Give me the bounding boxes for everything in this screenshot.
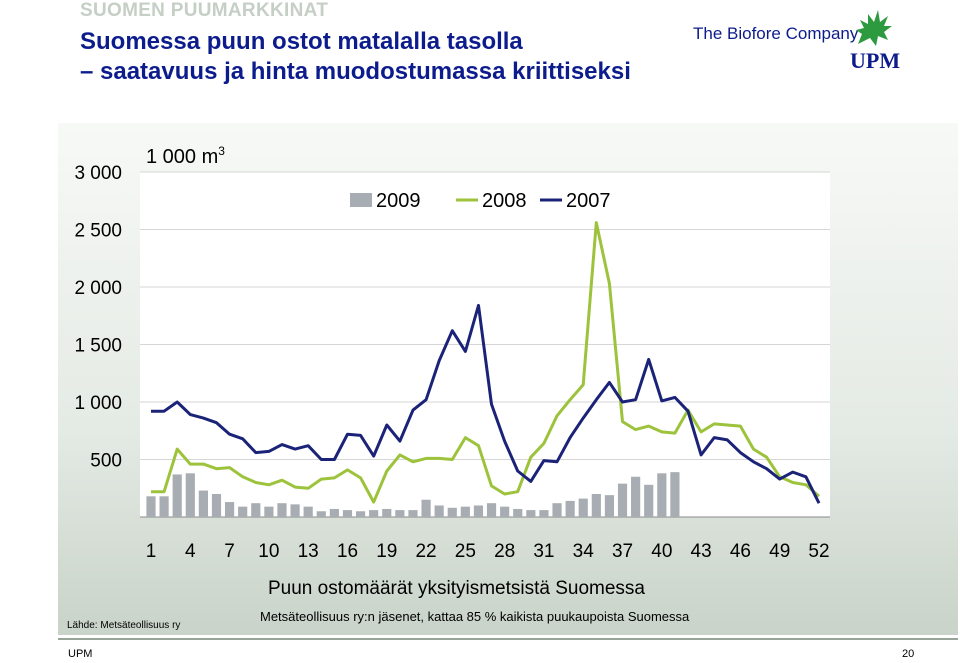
bar-2009 (251, 503, 261, 517)
bar-2009 (355, 511, 366, 517)
x-tick-label: 10 (258, 541, 279, 562)
chart-panel: 500 1 000 1 500 2 000 2 500 3 000 1 4 7 10 13 16 19… (58, 123, 958, 635)
bar-2009 (316, 511, 326, 517)
bar-2009 (408, 510, 418, 517)
bar-2009 (198, 490, 208, 517)
bar-2009 (421, 499, 431, 517)
bar-2009 (382, 508, 392, 517)
legend-label-2007: 2007 (566, 190, 611, 212)
legend-label-2008: 2008 (482, 190, 527, 212)
x-tick-label: 49 (769, 541, 790, 562)
bar-2009 (565, 500, 575, 517)
bar-2009 (644, 484, 654, 517)
legend-swatch-2009 (350, 193, 372, 207)
x-tick-label: 52 (808, 541, 829, 562)
x-tick-label: 40 (651, 541, 672, 562)
bar-2009 (264, 506, 274, 517)
bar-2009 (277, 503, 287, 517)
y-tick-label: 1 500 (74, 336, 122, 357)
brand-tagline: The Biofore Company (693, 24, 859, 43)
x-tick-label: 7 (224, 541, 235, 562)
page-number: 20 (902, 648, 915, 660)
legend-label-2009: 2009 (376, 190, 421, 212)
line-2008 (151, 221, 820, 504)
bar-2009 (500, 506, 510, 517)
bar-2009 (604, 495, 615, 517)
bar-2009 (303, 506, 313, 517)
bar-2009 (513, 508, 523, 517)
x-tick-label: 46 (730, 541, 751, 562)
bar-2009 (486, 503, 497, 517)
bar-2009 (434, 505, 444, 517)
bar-2009 (342, 510, 353, 517)
y-tick-label: 2 000 (74, 278, 122, 299)
header-kicker: SUOMEN PUUMARKKINAT (80, 0, 329, 21)
y-tick-label: 1 000 (74, 393, 122, 414)
bar-2009 (473, 505, 484, 517)
x-tick-label: 1 (146, 541, 157, 562)
bar-2009 (146, 496, 156, 517)
upm-wordmark: UPM (850, 48, 901, 73)
chart: 500 1 000 1 500 2 000 2 500 3 000 1 4 7 10 13 16 19… (74, 144, 830, 562)
bar-2009 (290, 504, 300, 517)
x-tick-label: 37 (612, 541, 633, 562)
bar-2009 (591, 494, 601, 517)
y-tick-label: 2 500 (74, 221, 122, 242)
bar-2009 (172, 474, 182, 517)
griffin-icon (856, 10, 892, 46)
x-tick-label: 43 (691, 541, 712, 562)
bar-2009 (447, 507, 457, 517)
x-tick-label: 16 (337, 541, 358, 562)
unit-label: 1 000 m3 (146, 144, 225, 168)
bar-2009 (631, 476, 641, 517)
x-tick-label: 31 (533, 541, 554, 562)
y-tick-label: 3 000 (74, 163, 122, 184)
y-tick-label: 500 (90, 451, 122, 472)
chart-subtitle: Metsäteollisuus ry:n jäsenet, kattaa 85 … (260, 609, 690, 624)
legend: 2009 2008 2007 (350, 190, 611, 212)
bar-2009 (617, 483, 628, 517)
bar-2009 (657, 473, 667, 517)
chart-title: Puun ostomäärät yksityismetsistä Suomess… (268, 578, 645, 599)
bar-2009 (395, 510, 405, 517)
x-tick-label: 13 (298, 541, 319, 562)
bar-2009 (211, 494, 222, 517)
source-note: Lähde: Metsäteollisuus ry (67, 620, 181, 631)
upm-logo (848, 4, 896, 55)
bar-2009 (159, 496, 169, 517)
page-subtitle: – saatavuus ja hinta muodostumassa kriit… (80, 58, 631, 85)
bar-2009 (369, 510, 379, 517)
page-title: Suomessa puun ostot matalalla tasolla (80, 28, 523, 55)
x-tick-label: 34 (573, 541, 595, 562)
bar-2009 (539, 510, 549, 517)
bar-2009 (185, 473, 195, 517)
footer-company: UPM (68, 648, 93, 660)
x-tick-label: 28 (494, 541, 515, 562)
x-tick-label: 19 (376, 541, 397, 562)
x-tick-label: 4 (185, 541, 196, 562)
line-2007 (151, 303, 821, 504)
x-tick-label: 25 (455, 541, 476, 562)
bar-2009 (329, 508, 339, 517)
bar-2009 (225, 502, 235, 517)
footer-rule (58, 638, 958, 640)
bar-2009 (526, 510, 536, 517)
bar-2009 (460, 506, 470, 517)
x-tick-label: 22 (415, 541, 436, 562)
bar-2009 (670, 472, 680, 517)
bar-2009 (238, 506, 248, 517)
bar-2009 (578, 498, 588, 517)
bar-2009 (552, 503, 562, 517)
